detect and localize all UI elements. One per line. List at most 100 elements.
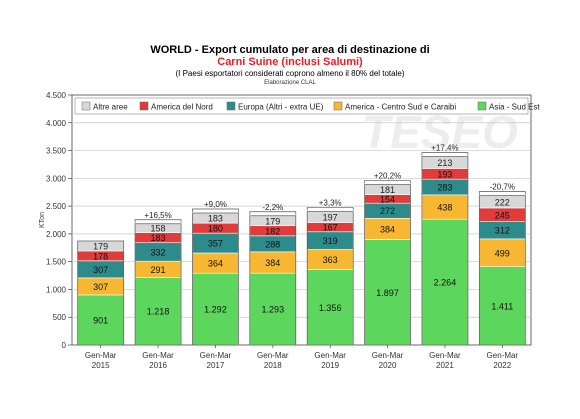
- legend-swatch: [333, 101, 343, 111]
- data-label: 357: [208, 239, 223, 249]
- change-bracket: [478, 191, 526, 195]
- y-tick-label: 3.500: [46, 147, 67, 156]
- x-tick-label: Gen-Mar: [372, 351, 404, 360]
- data-label: 222: [495, 197, 510, 207]
- data-label: 312: [495, 226, 510, 236]
- data-label: 319: [323, 236, 338, 246]
- x-tick-label: Gen-Mar: [257, 351, 289, 360]
- change-label: +3,3%: [319, 199, 342, 208]
- data-label: 183: [151, 233, 166, 243]
- x-tick-label: Gen-Mar: [142, 351, 174, 360]
- data-label: 307: [93, 265, 108, 275]
- y-tick-label: 3.000: [46, 174, 67, 183]
- y-tick-label: 1.500: [46, 258, 67, 267]
- change-bracket: [249, 211, 297, 215]
- change-bracket: [306, 207, 354, 211]
- y-tick-label: 0: [62, 341, 67, 350]
- legend-swatch: [81, 101, 91, 111]
- y-tick-label: 4.500: [46, 91, 67, 100]
- x-tick-label: 2019: [321, 361, 339, 370]
- data-label: 1.897: [376, 288, 399, 298]
- change-label: +9,0%: [204, 200, 227, 209]
- legend-box: [74, 97, 529, 115]
- data-label: 272: [380, 206, 395, 216]
- change-label: -2,2%: [262, 203, 283, 212]
- change-bracket: [364, 180, 411, 184]
- legend-swatch: [226, 101, 236, 111]
- y-axis-label: KTon: [39, 212, 46, 228]
- data-label: 181: [380, 185, 395, 195]
- chart-credit: Elaborazione CLAL: [264, 80, 316, 86]
- data-label: 183: [208, 214, 223, 224]
- data-label: 384: [380, 224, 395, 234]
- data-label: 154: [380, 194, 395, 204]
- change-bracket: [192, 208, 239, 212]
- legend-label: Europa (Altri - extra UE): [238, 103, 324, 112]
- change-label: +20,2%: [374, 172, 401, 181]
- data-label: 2.264: [434, 278, 457, 288]
- y-tick-label: 500: [53, 313, 67, 322]
- x-tick-label: 2018: [264, 361, 282, 370]
- title-block: WORLD - Export cumulato per area di dest…: [0, 44, 580, 88]
- data-label: 291: [151, 265, 166, 275]
- data-label: 180: [208, 224, 223, 234]
- y-tick-label: 1.000: [46, 285, 67, 294]
- legend-swatch: [139, 101, 149, 111]
- change-label: +16,5%: [144, 211, 171, 220]
- data-label: 1.218: [147, 307, 170, 317]
- data-label: 179: [93, 241, 108, 251]
- change-bracket: [134, 219, 182, 223]
- x-tick-label: 2020: [379, 361, 397, 370]
- legend-swatch: [477, 101, 487, 111]
- x-tick-label: 2015: [92, 361, 110, 370]
- data-label: 364: [208, 259, 223, 269]
- data-label: 1.411: [491, 301, 513, 311]
- data-label: 384: [265, 258, 280, 268]
- legend-label: Asia - Sud Est: [489, 103, 540, 112]
- change-label: -20,7%: [490, 183, 515, 192]
- x-tick-label: Gen-Mar: [200, 351, 232, 360]
- data-label: 178: [93, 251, 108, 261]
- x-tick-label: 2016: [149, 361, 167, 370]
- bar-segment: [306, 269, 354, 346]
- change-label: +17,4%: [431, 144, 458, 153]
- y-tick-label: 2.000: [46, 230, 67, 239]
- legend-label: America - Centro Sud e Caraibi: [345, 103, 456, 112]
- data-label: 213: [437, 158, 452, 168]
- change-bracket: [421, 152, 469, 156]
- legend-label: America del Nord: [151, 103, 213, 112]
- bar-segment: [192, 272, 239, 346]
- data-label: 197: [323, 213, 338, 223]
- data-label: 193: [437, 169, 452, 179]
- x-tick-label: 2017: [207, 361, 225, 370]
- data-label: 182: [265, 226, 280, 236]
- data-label: 332: [151, 247, 166, 257]
- data-label: 307: [93, 282, 108, 292]
- data-label: 158: [151, 224, 166, 234]
- x-tick-label: 2022: [493, 361, 511, 370]
- data-label: 1.292: [204, 305, 227, 315]
- chart-subtitle: (I Paesi esportatori considerati coprono…: [175, 69, 405, 78]
- bar-segment: [134, 277, 182, 346]
- chart-title-product: Carni Suine (inclusi Salumi): [217, 56, 363, 68]
- watermark-text: TESEO: [362, 106, 518, 158]
- bar-segment: [364, 239, 411, 346]
- data-label: 288: [265, 239, 280, 249]
- data-label: 901: [93, 315, 108, 325]
- data-label: 1.293: [262, 305, 285, 315]
- x-tick-label: 2021: [436, 361, 454, 370]
- y-tick-label: 2.500: [46, 202, 67, 211]
- data-label: 438: [437, 203, 452, 213]
- data-label: 363: [323, 255, 338, 265]
- y-tick-label: 4.000: [46, 119, 67, 128]
- data-label: 245: [495, 210, 510, 220]
- data-label: 167: [323, 223, 338, 233]
- data-label: 1.356: [319, 303, 342, 313]
- data-label: 179: [265, 216, 280, 226]
- legend-label: Altre aree: [93, 103, 128, 112]
- x-tick-label: Gen-Mar: [314, 351, 346, 360]
- data-label: 499: [495, 248, 510, 258]
- x-tick-label: Gen-Mar: [429, 351, 461, 360]
- x-tick-label: Gen-Mar: [487, 351, 519, 360]
